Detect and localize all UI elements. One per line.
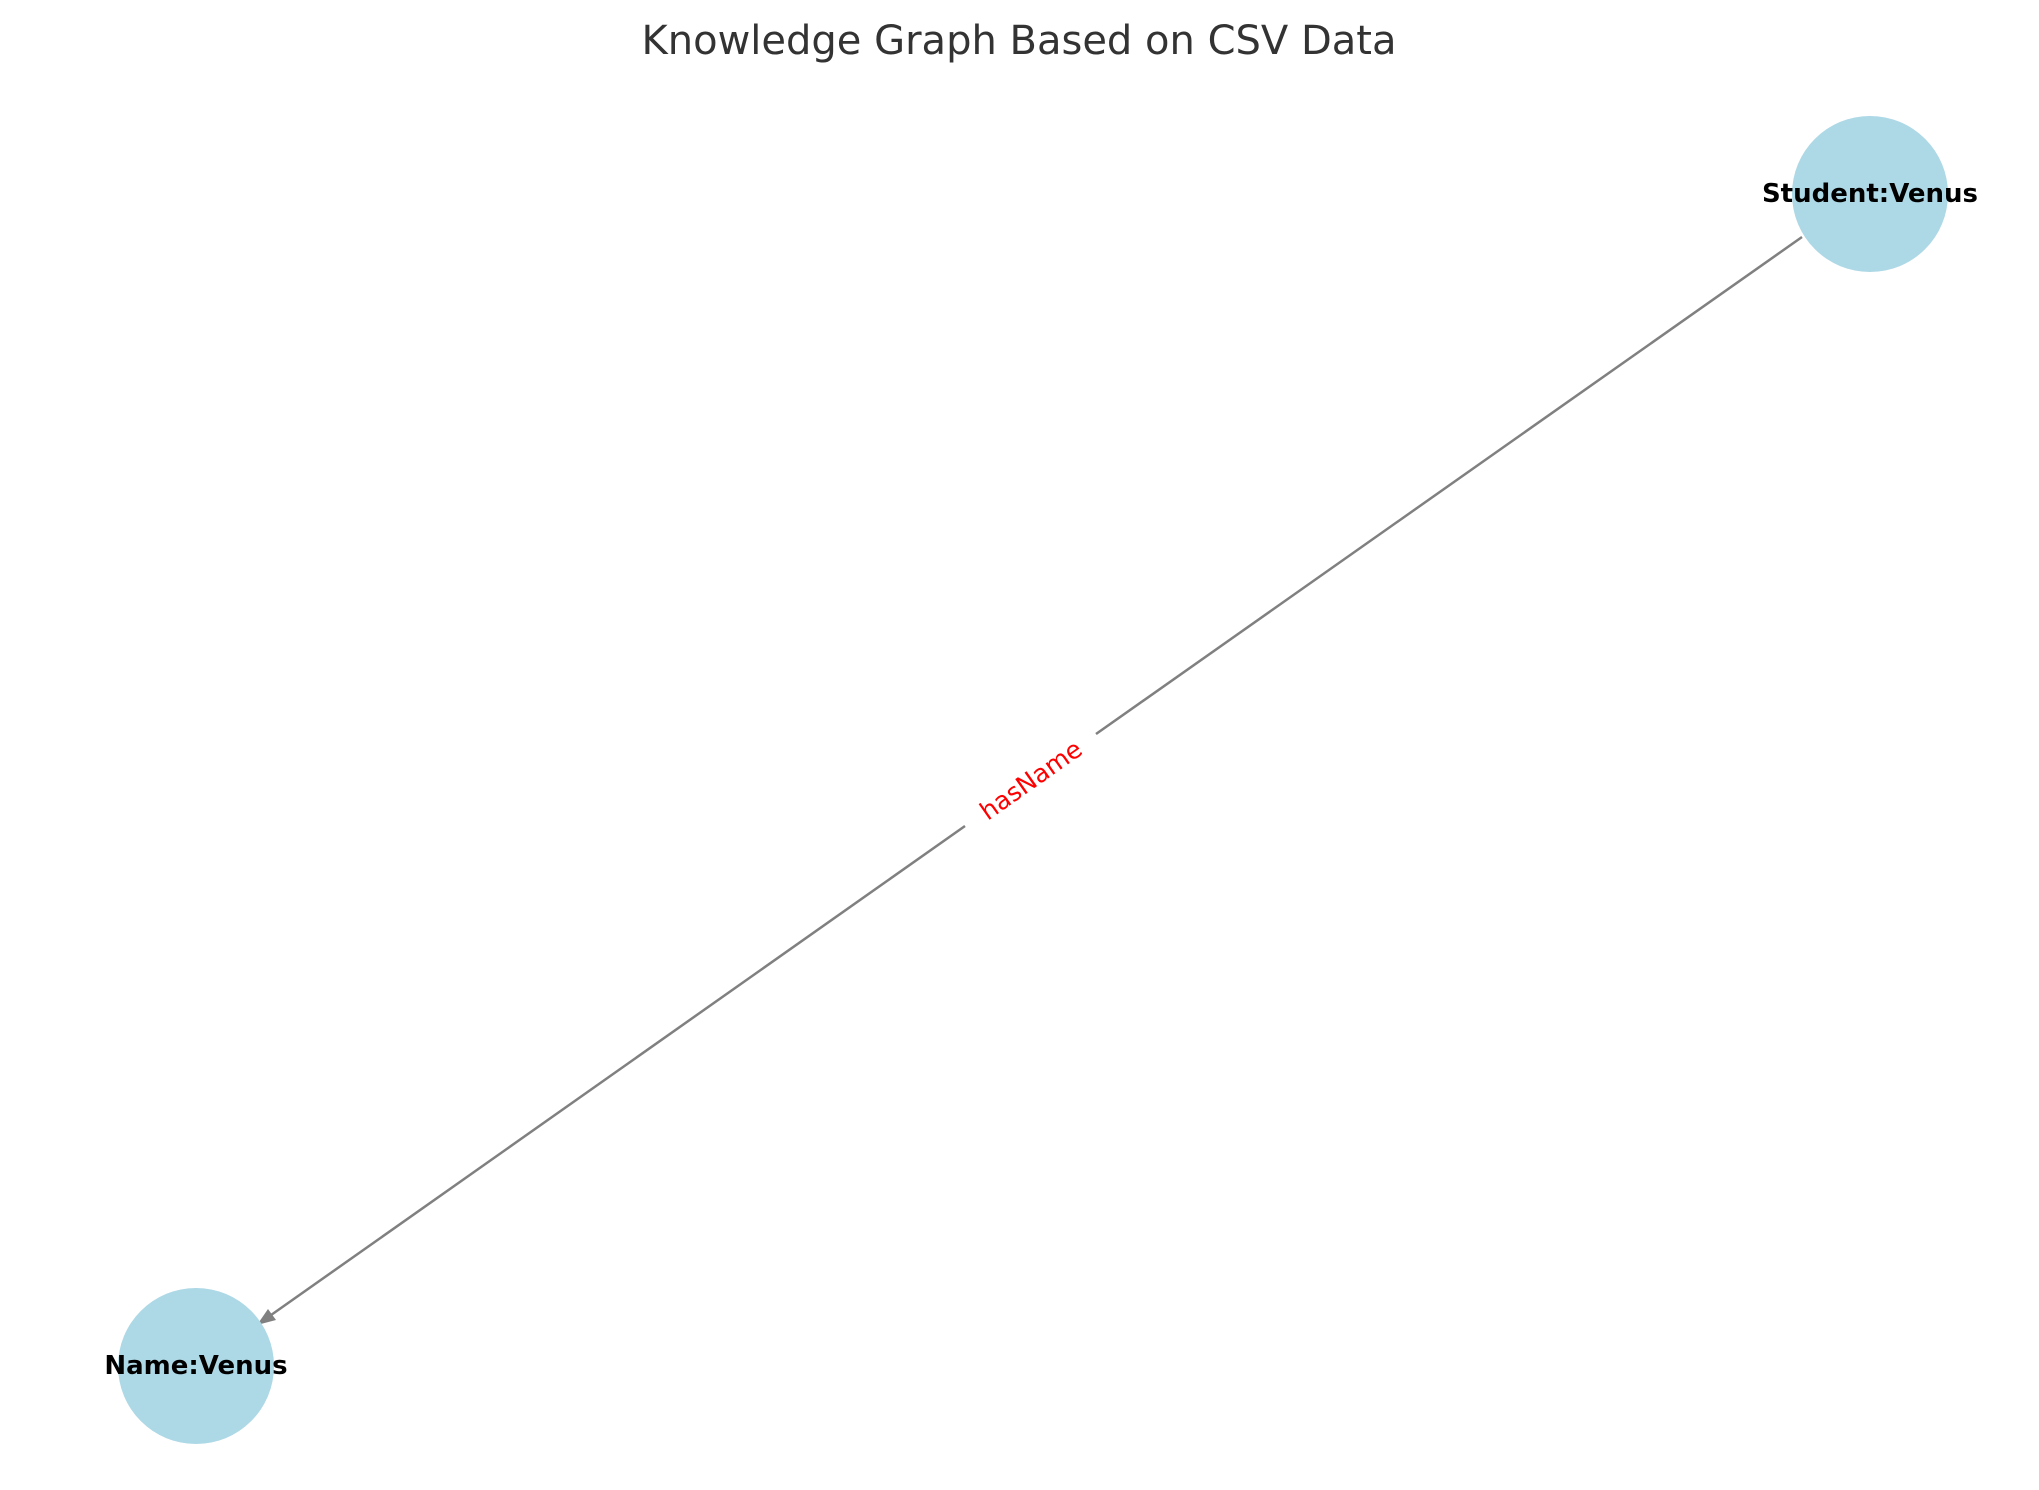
node-name-venus[interactable]: Name:Venus	[104, 1288, 288, 1444]
edge-line-hasname	[1095, 235, 1803, 736]
edge-line-hasname-lower	[263, 824, 966, 1322]
node-circle-name-venus[interactable]	[118, 1288, 274, 1444]
arrowhead-icon	[257, 1309, 276, 1325]
graph-title: Knowledge Graph Based on CSV Data	[642, 18, 1397, 64]
node-label-student-venus: Student:Venus	[1762, 179, 1978, 209]
node-label-name-venus: Name:Venus	[104, 1351, 287, 1381]
node-circle-student-venus[interactable]	[1792, 116, 1948, 272]
node-student-venus[interactable]: Student:Venus	[1762, 116, 1978, 272]
